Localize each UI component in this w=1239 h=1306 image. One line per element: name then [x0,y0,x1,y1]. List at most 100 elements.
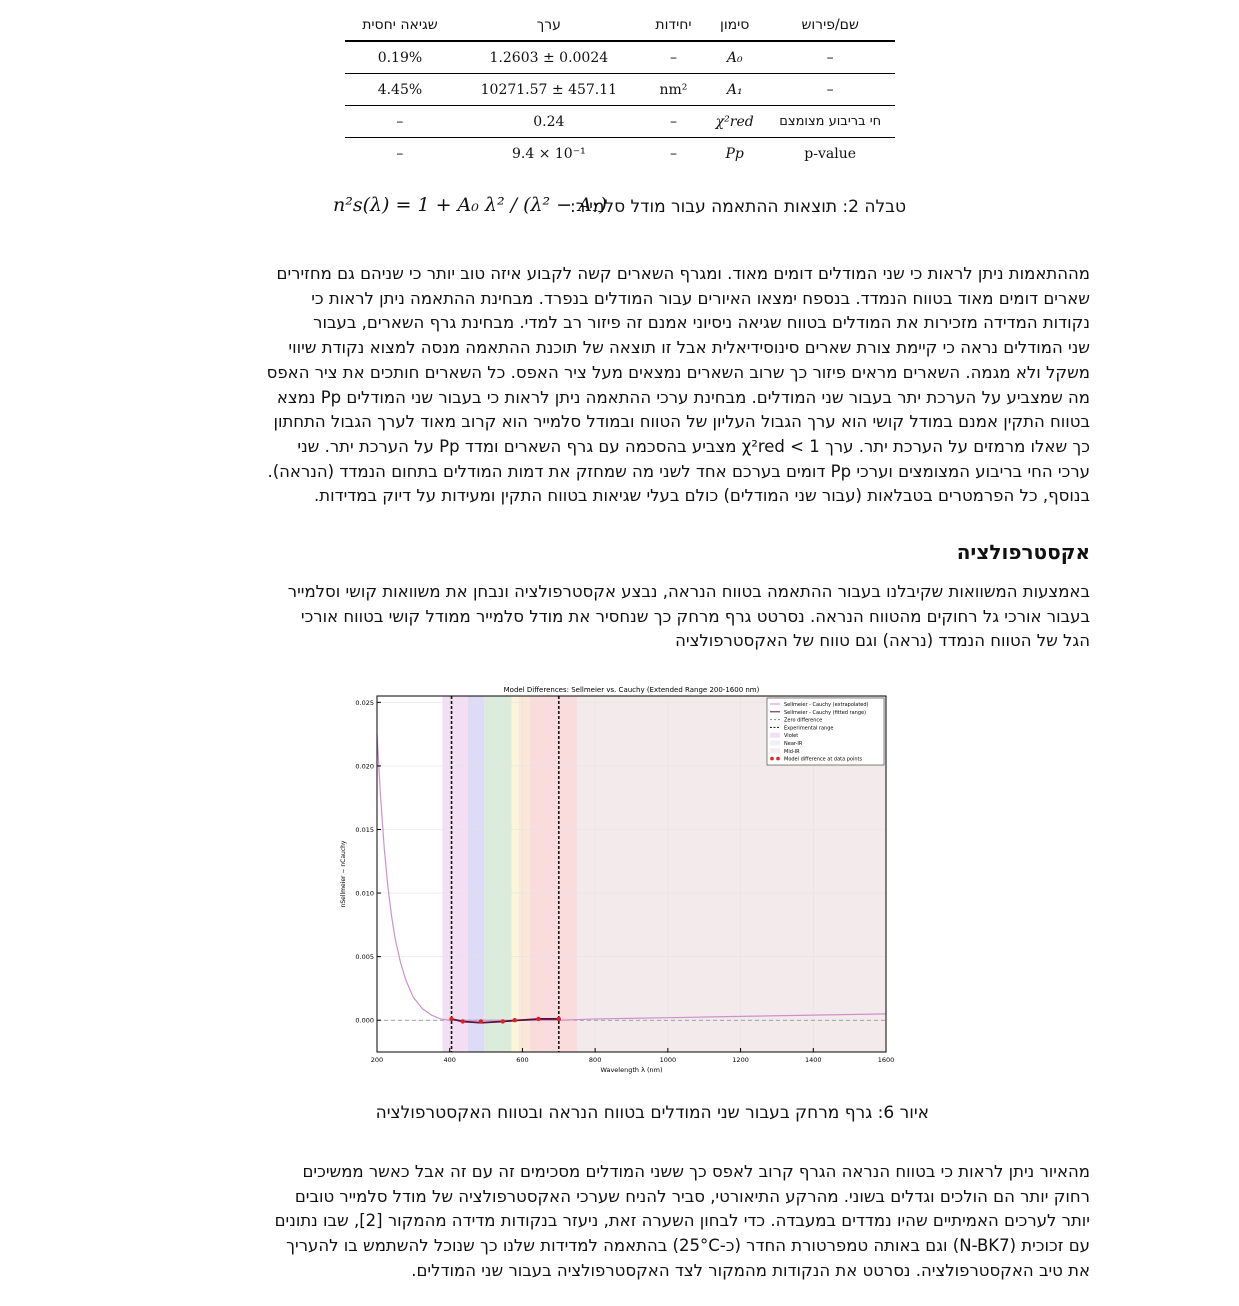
section-title-extrapolation: אקסטרפולציה [956,540,1090,564]
cell-units: – [669,49,677,66]
text-line: שני המודלים נראה כי קיימת צורת שארים סינ… [288,338,1090,358]
col-header-units: יחידות [655,17,692,33]
text-line: מההתאמות ניתן לראות כי שני המודלים דומים… [276,264,1091,283]
legend-item-label: Model difference at data points [784,757,863,763]
x-tick-label: 1000 [660,1056,677,1064]
y-axis-label: nSellmeier − nCauchy [340,840,347,907]
text-line: בטווח התקין אמנם במודל קושי הוא ערך הגבו… [273,412,1090,432]
y-tick-label: 0.005 [355,953,374,961]
chart-title: Model Differences: Sellmeier vs. Cauchy … [504,686,760,694]
plot-frame [376,695,887,1053]
text-line: שארים דומים מאוד בטווח הנמדד. בנספח ימצא… [311,288,1090,308]
y-tick-label: 0.000 [355,1017,374,1025]
data-point [512,1018,517,1023]
cell-rel: 0.19% [377,49,423,66]
text-line: ערכי החי בריבוע המצומצים וערכי Pp דומים … [267,461,1090,481]
text-line: מה שמצביע על הערכת יתר בעבור שני המודלים… [276,387,1090,407]
x-tick-label: 400 [444,1056,456,1064]
y-tick-label: 0.020 [355,762,374,770]
data-point [478,1019,484,1024]
legend-item-label: Near-IR [784,741,803,747]
text-line: נקודות המדידה מזכירות את המודלים בטווח ש… [313,313,1090,333]
cell-value: 9.4 × 10⁻¹ [511,145,586,162]
legend-swatch [770,740,780,746]
cell-rel: – [396,145,404,162]
cell-symbol: χ²red [715,113,754,130]
cell-units: – [669,113,677,130]
text-line: מהאיור ניתן לראות כי בטווח הנראה הגרף קר… [302,1162,1090,1181]
cell-value: 0.24 [533,113,565,130]
cell-symbol: Pp [725,145,744,162]
data-point [536,1016,541,1022]
cell-units: nm² [659,81,688,98]
x-axis-label: Wavelength λ (nm) [600,1066,662,1074]
series-extrapolated-line [376,734,887,1021]
x-tick-label: 1400 [805,1056,822,1064]
cell-name: p-value [804,145,857,162]
text-line: רחוק יותר הם הולכים וגדלים בשוני. מהרקע … [294,1186,1090,1206]
cell-value: 1.2603 ± 0.0024 [489,49,609,66]
text-line: כך שאלו מרמזים על הערכת יתר. ערך χ²red <… [297,436,1090,456]
text-line: עם זכוכית (N-BK7) וגם באותה טמפרטורת החד… [286,1236,1090,1256]
results-paragraph: מההתאמות ניתן לראות כי שני המודלים דומים… [150,262,1090,509]
table-caption: טבלה 2: תוצאות ההתאמה עבור מודל סלמייר: [569,197,906,217]
figure-caption: איור 6: גרף מרחק בעבור שני המודלים בטווח… [375,1103,929,1123]
fit-results-table: שגיאה יחסית ערך יחידות סימון שם/פירוש 0.… [345,10,895,169]
col-header-symbol: סימון [720,17,750,33]
table-header-row: שגיאה יחסית ערך יחידות סימון שם/פירוש [345,10,895,41]
legend-box [766,697,885,766]
extrapolation-paragraph: באמצעות המשוואות שקיבלנו בעבור ההתאמה בט… [150,580,1090,654]
data-point [500,1019,505,1024]
conclusion-paragraph: מהאיור ניתן לראות כי בטווח הנראה הגרף קר… [150,1160,1090,1284]
y-tick-label: 0.015 [355,826,374,834]
x-tick-label: 1600 [878,1056,895,1064]
legend-item-label: Zero difference [784,718,822,724]
legend-swatch [770,732,780,738]
band-orange [518,696,530,1052]
data-point [449,1016,454,1022]
text-line: את טיב האקסטרפולציה. נסרטט את הנקודות מה… [411,1260,1090,1280]
table-row: 0.19% 1.2603 ± 0.0024 – A₀ – [345,41,895,74]
legend-item-label: Experimental range [784,725,833,731]
x-tick-label: 600 [516,1056,528,1064]
cell-units: – [669,145,677,162]
cell-name: – [826,49,834,66]
cell-value: 10271.57 ± 457.11 [480,81,618,98]
legend-item-label: Sellmeier - Cauchy (extrapolated) [784,702,869,708]
cell-symbol: A₀ [726,49,743,66]
y-tick-label: 0.025 [355,699,374,707]
sellmeier-formula: n²s(λ) = 1 + A₀ λ² / (λ² − A₁) [333,194,607,216]
band-yellow [511,696,519,1052]
legend-item-label: Mid-IR [784,749,800,755]
band-violet [442,696,468,1052]
x-tick-label: 800 [589,1056,601,1064]
text-line: באמצעות המשוואות שקיבלנו בעבור ההתאמה בט… [287,582,1090,601]
col-header-relative-error: שגיאה יחסית [362,17,438,33]
legend-item-label: Violet [784,733,798,739]
cell-name: חי בריבוע מצומצם [779,114,882,129]
cell-symbol: A₁ [726,81,743,98]
cell-rel: 4.45% [377,81,423,98]
cell-name: – [826,81,834,98]
table-row: – 9.4 × 10⁻¹ – Pp p-value [345,138,895,170]
text-line: בנוסף, כל הפרמטרים בטבלאות (עבור שני המו… [313,486,1090,506]
text-line: הגל של הטווח הנמדד (נראה) וגם טווח של הא… [675,631,1090,651]
x-tick-label: 1200 [732,1056,749,1064]
legend-item-label: Sellmeier - Cauchy (fitted range) [784,710,866,716]
legend-swatch [770,748,780,754]
legend-swatch [776,756,780,761]
band-green [484,696,512,1052]
legend-swatch [770,756,774,761]
table-row: – 0.24 – χ²red חי בריבוע מצומצם [345,106,895,138]
col-header-name: שם/פירוש [801,17,859,33]
model-difference-chart: 200 400 600 800 1000 1200 1400 1600 0.000 0.005 0.… [340,686,895,1074]
band-red [529,696,577,1052]
col-header-value: ערך [536,17,561,33]
cell-rel: – [396,113,404,130]
y-tick-label: 0.010 [355,890,374,898]
band-blue [467,696,485,1052]
data-point [460,1019,466,1024]
table-row: 4.45% 10271.57 ± 457.11 nm² A₁ – [345,74,895,106]
text-line: בעבור אורכי גל רחוקים מהטווח הנראה. נסרט… [300,606,1090,626]
